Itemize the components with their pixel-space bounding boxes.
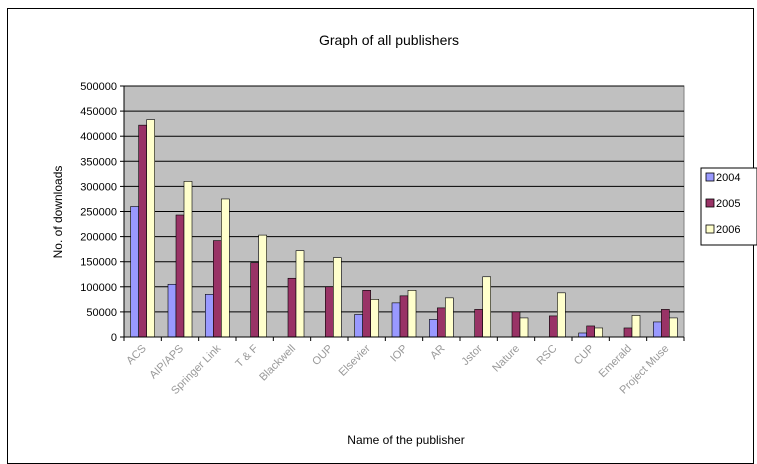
bar-2006-11 [557, 292, 566, 338]
bar-2005-3 [250, 262, 259, 338]
bars [130, 119, 678, 338]
bar-2006-4 [295, 250, 305, 338]
bar-2006-7 [407, 290, 417, 338]
bar-2005-2 [213, 240, 222, 338]
legend-label-2005: 2005 [716, 198, 740, 210]
bar-2006-1 [183, 181, 193, 338]
category-label: IOP [388, 343, 410, 365]
category-label: OUP [310, 343, 335, 368]
bar-2004-12 [578, 332, 587, 338]
bar-2005-11 [549, 315, 558, 338]
bar-2005-4 [287, 277, 297, 338]
y-tick-label: 250000 [80, 207, 117, 219]
bar-2004-7 [391, 302, 401, 338]
category-label: AR [428, 343, 447, 362]
bar-2005-13 [623, 327, 633, 338]
bar-2006-2 [221, 198, 230, 338]
legend-label-2006: 2006 [716, 224, 740, 236]
category-label: CUP [572, 343, 597, 368]
bar-2006-0 [146, 119, 155, 338]
bar-2005-1 [175, 214, 185, 338]
bar-2004-0 [130, 206, 139, 338]
category-label: ACS [124, 343, 148, 367]
y-tick-label: 450000 [80, 106, 117, 118]
y-tick-label: 400000 [80, 131, 117, 143]
legend-swatch-2006 [705, 224, 715, 234]
bar-2006-14 [669, 317, 678, 338]
bar-2005-12 [586, 325, 595, 338]
bar-2005-5 [325, 286, 334, 338]
bar-2004-14 [653, 321, 662, 338]
category-label: AIP/APS [147, 343, 186, 382]
bar-2006-13 [631, 315, 641, 338]
bar-2006-3 [258, 234, 267, 338]
y-tick-label: 300000 [80, 181, 117, 193]
category-label: T & F [233, 342, 261, 370]
bar-2005-10 [511, 311, 521, 338]
bar-2006-12 [594, 327, 603, 338]
chart-title: Graph of all publishers [319, 32, 459, 48]
bar-2006-5 [333, 257, 342, 338]
bar-2005-6 [362, 290, 371, 338]
category-label: RSC [535, 343, 560, 368]
legend-swatch-2005 [705, 198, 715, 208]
bar-2004-8 [429, 319, 438, 338]
bar-2006-6 [370, 299, 379, 338]
y-tick-label: 50000 [86, 307, 117, 319]
y-tick-label: 200000 [80, 232, 117, 244]
bar-2004-1 [167, 283, 177, 338]
x-axis-label: Name of the publisher [347, 433, 464, 447]
bar-2006-8 [445, 297, 454, 338]
category-label: Elsevier [337, 342, 373, 378]
y-tick-label: 0 [111, 332, 117, 344]
bar-2004-6 [354, 314, 363, 338]
bar-2005-9 [474, 309, 483, 338]
legend: 2004 2005 2006 [700, 167, 757, 246]
category-label: Emerald [597, 343, 634, 380]
y-axis-label: No. of downloads [51, 166, 65, 259]
y-tick-label: 500000 [80, 81, 117, 93]
bar-2006-10 [519, 317, 529, 338]
bar-2005-14 [661, 309, 670, 338]
bar-2005-0 [138, 124, 147, 338]
y-tick-label: 100000 [80, 282, 117, 294]
bar-2004-2 [205, 294, 214, 338]
bar-2005-7 [399, 295, 409, 338]
category-label: Blackwell [257, 343, 298, 384]
legend-swatch-2004 [705, 172, 715, 182]
category-label: Nature [490, 343, 522, 375]
bar-2006-9 [482, 276, 491, 338]
y-tick-label: 350000 [80, 156, 117, 168]
bar-2005-8 [437, 307, 446, 338]
y-axis-ticks: 0 50000 100000 150000 200000 250000 300000 3500… [80, 81, 124, 344]
legend-label-2004: 2004 [716, 172, 740, 184]
category-label: Jstor [459, 342, 485, 368]
y-tick-label: 150000 [80, 257, 117, 269]
